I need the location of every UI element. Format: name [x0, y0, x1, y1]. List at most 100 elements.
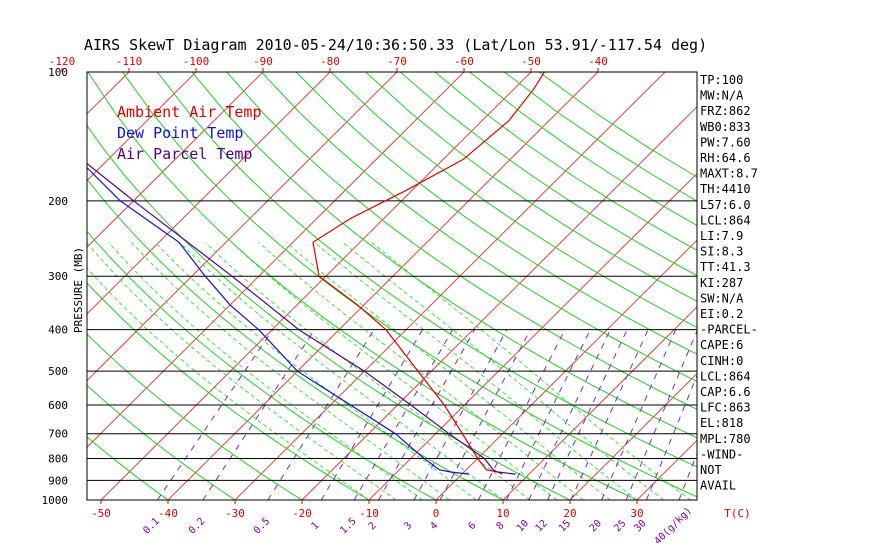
- top-temp-label: -60: [454, 55, 474, 68]
- bottom-temp-label: -30: [225, 507, 245, 520]
- isotherm-line: [87, 72, 331, 315]
- isotherm-line: [435, 239, 697, 500]
- mixing-ratio-label: 2: [367, 520, 379, 532]
- index-entry: -WIND-: [700, 447, 743, 461]
- bottom-temp-label: 0: [433, 507, 440, 520]
- dry-adiabat-line: [87, 230, 437, 500]
- mixing-ratio-line: [378, 329, 476, 500]
- mixing-ratio-label: 15: [557, 518, 573, 534]
- mixing-ratio-label: 0.5: [252, 516, 273, 537]
- index-entry: AVAIL: [700, 479, 736, 493]
- index-entry: SI:8.3: [700, 245, 743, 259]
- dry-adiabat-line: [295, 72, 697, 355]
- pressure-label: 900: [48, 474, 68, 487]
- legend-entry: Dew Point Temp: [117, 124, 243, 142]
- dry-adiabat-line: [122, 72, 697, 498]
- mixing-ratio-line: [528, 329, 611, 500]
- bottom-temp-label: 30: [630, 507, 643, 520]
- mixing-ratio-line: [157, 329, 274, 500]
- index-entry: TP:100: [700, 73, 743, 87]
- bottom-temp-label: 10: [496, 507, 509, 520]
- mixing-ratio-line: [477, 329, 566, 500]
- dry-adiabat-line: [399, 72, 697, 277]
- dry-adiabat-line: [226, 72, 697, 410]
- isotherm-line: [771, 72, 870, 500]
- legend: Ambient Air Temp Dew Point Temp Air Parcel…: [117, 103, 262, 163]
- index-entry: CAPE:6: [700, 338, 743, 352]
- index-entry: PW:7.60: [700, 135, 751, 149]
- mixing-ratio-label: 1: [309, 520, 321, 532]
- index-entry: WB0:833: [700, 120, 751, 134]
- index-entry: TH:4410: [700, 182, 751, 196]
- isotherm-line: [502, 306, 697, 500]
- pressure-label: 300: [48, 270, 68, 283]
- bottom-temp-labels: -50 -40 -30 -20 -10 0 10 20 30 T(C): [91, 500, 751, 520]
- pressure-axis-labels: 100 200 300 400 500 600 700 800 900 1000: [42, 66, 69, 507]
- mixing-ratio-line: [413, 329, 508, 500]
- top-temp-label: -40: [588, 55, 608, 68]
- mixing-ratio-label: 6: [467, 520, 479, 532]
- moist-adiabat-line: [87, 267, 370, 500]
- isotherm-line: [87, 72, 264, 248]
- dry-adiabat-line: [156, 72, 697, 468]
- isobars: [87, 200, 697, 481]
- index-entry: MAXT:8.7: [700, 167, 758, 181]
- index-entry: KI:287: [700, 276, 743, 290]
- index-entry: L57:6.0: [700, 198, 751, 212]
- index-entry: EI:0.2: [700, 307, 743, 321]
- top-temp-labels: -120 -110 -100 -90 -80 -70 -60 -50 -40: [49, 55, 608, 72]
- mixing-ratio-label: 0.2: [187, 516, 208, 537]
- index-entry: RH:64.6: [700, 151, 751, 165]
- index-entry: LFC:863: [700, 401, 751, 415]
- dry-adiabat-line: [261, 72, 697, 382]
- dewpoint-temp-line: [87, 166, 469, 475]
- index-entry: LCL:864: [700, 213, 751, 227]
- bottom-temp-label: 20: [563, 507, 576, 520]
- dry-adiabat-line: [87, 124, 571, 500]
- moist-adiabat-line: [87, 242, 397, 500]
- top-temp-label: -70: [387, 55, 407, 68]
- mixing-ratio-label: 10: [515, 518, 531, 534]
- mixing-ratio-line: [320, 329, 424, 500]
- mixing-ratio-line: [353, 329, 454, 500]
- moist-adiabat-line: [371, 241, 691, 500]
- bottom-temp-label: -10: [359, 507, 379, 520]
- index-entry: MW:N/A: [700, 89, 744, 103]
- pressure-label: 700: [48, 428, 68, 441]
- index-entry: SW:N/A: [700, 291, 744, 305]
- bottom-temp-label: -50: [91, 507, 111, 520]
- pressure-label: 200: [48, 195, 68, 208]
- isotherm-line: [87, 72, 465, 448]
- moist-adiabat-line: [131, 241, 450, 500]
- dry-adiabat-line: [469, 72, 697, 226]
- bottom-temp-label: T(C): [724, 507, 751, 520]
- mixing-ratio-label: 30: [632, 518, 648, 534]
- profile-lines: [87, 72, 545, 475]
- mixing-ratio-label: 1.5: [338, 516, 359, 537]
- pressure-label: 600: [48, 399, 68, 412]
- mixing-ratio-line: [505, 329, 591, 500]
- mixing-ratio-label: 8: [495, 520, 507, 532]
- top-temp-label: -50: [521, 55, 541, 68]
- index-entry: LCL:864: [700, 369, 751, 383]
- mixing-ratio-line: [439, 329, 531, 500]
- top-temp-label: -100: [183, 55, 210, 68]
- dry-adiabat-line: [504, 72, 697, 202]
- moist-adiabat-line: [108, 241, 423, 500]
- index-entry: MPL:780: [700, 432, 751, 446]
- dry-adiabat-line: [365, 72, 697, 302]
- isotherm-line: [569, 372, 697, 500]
- pressure-label: 100: [48, 66, 68, 79]
- pressure-label: 1000: [42, 494, 69, 507]
- isotherm-line: [636, 439, 697, 500]
- mixing-ratio-label: 40(g/kg): [652, 505, 694, 547]
- mixing-ratio-label: 25: [612, 518, 628, 534]
- dry-adiabat-line: [330, 72, 697, 329]
- index-entry: NOT: [700, 463, 722, 477]
- bottom-temp-label: -40: [158, 507, 178, 520]
- mixing-ratio-label: 4: [428, 520, 440, 532]
- dry-adiabat-line: [87, 384, 236, 500]
- mixing-ratio-label: 3: [402, 520, 414, 532]
- index-entry: FRZ:862: [700, 104, 751, 118]
